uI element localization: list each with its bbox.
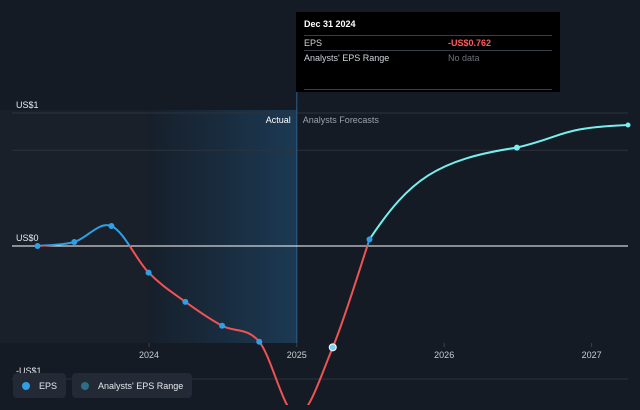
tooltip-label-eps: EPS bbox=[304, 38, 323, 48]
eps-point-4 bbox=[182, 298, 189, 305]
forecast-point-1 bbox=[513, 144, 520, 151]
x-tick-label-3: 2027 bbox=[582, 350, 602, 360]
eps-point-8 bbox=[328, 343, 337, 352]
eps-line-positive bbox=[37, 224, 371, 246]
eps-point-9 bbox=[366, 236, 373, 243]
x-tick-label-0: 2024 bbox=[139, 350, 159, 360]
actual-highlight-region bbox=[149, 110, 297, 343]
eps-point-6 bbox=[256, 338, 263, 345]
x-tick-label-2: 2026 bbox=[434, 350, 454, 360]
x-tick-label-1: 2025 bbox=[287, 350, 307, 360]
legend-item-eps-range[interactable]: Analysts' EPS Range bbox=[72, 373, 193, 398]
eps-point-5 bbox=[219, 322, 226, 329]
tooltip-value-eps: -US$0.762 bbox=[448, 38, 492, 48]
legend-item-eps[interactable]: EPS bbox=[13, 373, 67, 398]
tooltip-label-range: Analysts' EPS Range bbox=[304, 53, 390, 63]
y-tick-label-1: US$0 bbox=[16, 233, 39, 243]
eps-point-0 bbox=[34, 243, 41, 249]
tooltip-value-range: No data bbox=[448, 53, 480, 63]
eps-point-2 bbox=[108, 223, 115, 230]
eps-point-3 bbox=[145, 269, 152, 276]
past-region bbox=[0, 110, 149, 343]
chart-legend: EPS Analysts' EPS Range bbox=[13, 373, 193, 398]
tooltip-row-eps: EPS -US$0.762 bbox=[304, 35, 552, 50]
tooltip-divider bbox=[304, 89, 552, 90]
forecast-point-end bbox=[625, 122, 631, 128]
y-tick-label-2: -US$1 bbox=[16, 366, 42, 376]
forecast-label: Analysts Forecasts bbox=[303, 115, 380, 125]
forecast-line bbox=[368, 123, 629, 240]
tooltip: Dec 31 2024 EPS -US$0.762 Analysts' EPS … bbox=[296, 12, 560, 92]
tooltip-date: Dec 31 2024 bbox=[304, 19, 356, 29]
legend-swatch-eps bbox=[22, 381, 30, 390]
tooltip-row-range: Analysts' EPS Range No data bbox=[304, 50, 552, 65]
eps-point-1 bbox=[71, 239, 78, 246]
legend-label-eps: EPS bbox=[39, 380, 58, 391]
actual-label: Actual bbox=[266, 115, 291, 125]
legend-swatch-eps-range bbox=[81, 381, 90, 390]
y-tick-label-0: US$1 bbox=[16, 100, 39, 110]
legend-label-eps-range: Analysts' EPS Range bbox=[98, 380, 184, 391]
